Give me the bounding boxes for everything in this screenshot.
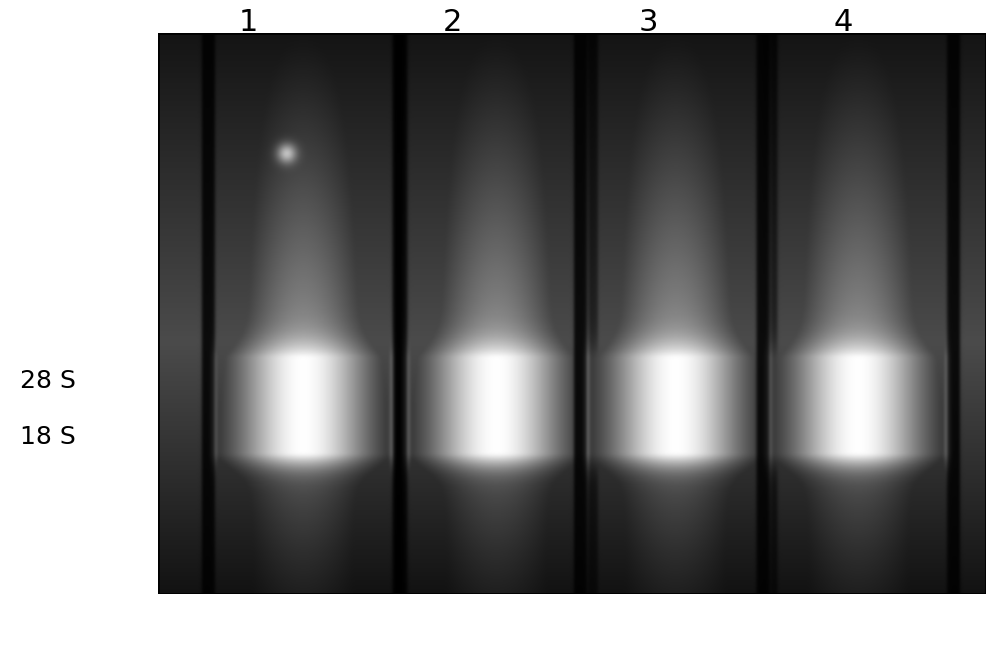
Text: 18 S: 18 S bbox=[20, 425, 76, 449]
Text: 2: 2 bbox=[442, 8, 462, 37]
Text: 3: 3 bbox=[638, 8, 658, 37]
Text: 28 S: 28 S bbox=[20, 369, 76, 393]
Text: 4: 4 bbox=[833, 8, 853, 37]
Text: 1: 1 bbox=[238, 8, 258, 37]
